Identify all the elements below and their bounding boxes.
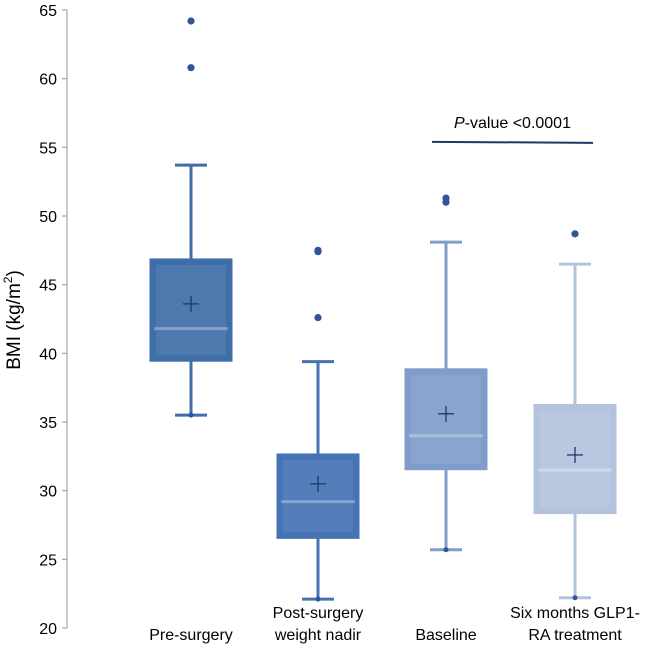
outlier-point — [442, 194, 450, 202]
p-value-text: P-value <0.0001 — [454, 115, 571, 132]
box-inner-shade — [283, 459, 353, 533]
category-label-line: RA treatment — [528, 627, 622, 644]
y-tick-label: 20 — [39, 621, 57, 638]
y-tick-label: 65 — [39, 3, 57, 20]
category-label: Baseline — [415, 627, 476, 644]
box-group — [533, 230, 617, 601]
y-tick-label: 60 — [39, 72, 57, 89]
y-tick-label: 30 — [39, 484, 57, 501]
whisker-end-dot — [188, 412, 194, 418]
category-label-line: weight nadir — [274, 627, 362, 644]
y-tick-label: 25 — [39, 552, 57, 569]
box-group — [149, 17, 233, 418]
box-plots — [149, 17, 617, 602]
y-tick-label: 50 — [39, 209, 57, 226]
y-tick-label: 35 — [39, 415, 57, 432]
outlier-point — [314, 314, 322, 322]
y-tick-label: 55 — [39, 140, 57, 157]
category-label: Post-surgery weight nadir — [273, 605, 364, 644]
outlier-point — [314, 246, 322, 254]
y-tick-label: 40 — [39, 346, 57, 363]
y-axis-label-base: BMI (kg/m — [4, 283, 25, 370]
outlier-point — [571, 230, 579, 238]
box-group — [404, 194, 488, 553]
whisker-end-dot — [443, 547, 449, 553]
outlier-point — [187, 17, 195, 25]
category-label-line: Pre-surgery — [149, 627, 233, 644]
box-group — [276, 246, 360, 602]
y-axis-label-close: ) — [4, 270, 25, 276]
category-label-line: Baseline — [415, 627, 476, 644]
whisker-end-dot — [572, 595, 578, 601]
y-axis: 20 25 30 35 40 45 50 55 60 65 — [39, 3, 68, 638]
category-label-line: Post-surgery — [273, 605, 364, 622]
category-labels: Pre-surgery Post-surgery weight nadir Basel… — [149, 605, 640, 644]
y-axis-label-superscript: 2 — [1, 276, 15, 283]
category-label-line: Six months GLP1- — [510, 605, 640, 622]
category-label: Pre-surgery — [149, 627, 233, 644]
whisker-end-dot — [315, 596, 321, 602]
p-value-rest: -value <0.0001 — [465, 115, 571, 132]
p-value-annotation: P-value <0.0001 — [431, 115, 594, 144]
significance-bar — [431, 140, 594, 144]
y-axis-label: BMI (kg/m2) — [1, 270, 25, 370]
category-label: Six months GLP1- RA treatment — [510, 605, 640, 644]
box-iqr — [276, 453, 360, 539]
y-tick-label: 45 — [39, 278, 57, 295]
p-value-italic: P — [454, 115, 465, 132]
outlier-point — [187, 64, 195, 72]
